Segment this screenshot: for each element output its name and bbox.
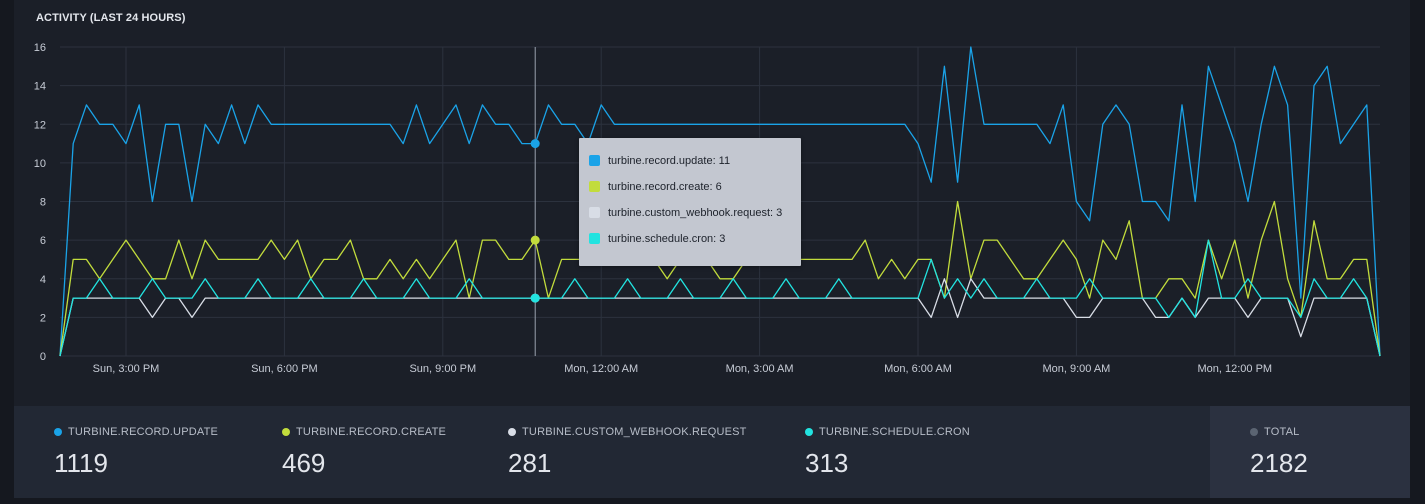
y-tick-label: 2 <box>40 312 46 324</box>
x-tick-label: Mon, 6:00 AM <box>884 363 952 375</box>
stat-create-value: 469 <box>282 448 326 478</box>
total-box: TOTAL 2182 <box>1210 406 1410 498</box>
stat-total-label: TOTAL <box>1250 426 1299 438</box>
activity-line-chart[interactable]: 0 2 4 6 8 10 12 14 16 Sun, 3:00 PM Sun, 6:00 PM Sun… <box>14 0 1410 406</box>
stat-cron-value: 313 <box>805 448 849 478</box>
tooltip-row-create: turbine.record.create: 6 <box>589 181 722 193</box>
y-tick-label: 14 <box>34 81 46 93</box>
tooltip-label-cron: turbine.schedule.cron: 3 <box>608 233 726 245</box>
swatch-webhook-icon <box>589 207 600 218</box>
activity-panel: ACTIVITY (LAST 24 HOURS) 0 2 4 6 8 10 12 14 16 Su… <box>14 0 1410 406</box>
stat-update-label-text: TURBINE.RECORD.UPDATE <box>68 426 219 438</box>
tooltip-row-webhook: turbine.custom_webhook.request: 3 <box>589 207 782 219</box>
y-tick-label: 16 <box>34 42 46 54</box>
stat-create-label-text: TURBINE.RECORD.CREATE <box>296 426 447 438</box>
y-tick-label: 10 <box>34 158 46 170</box>
hover-point-turbine.schedule.cron <box>530 293 540 303</box>
x-tick-label: Mon, 12:00 PM <box>1198 363 1273 375</box>
swatch-update-icon <box>589 155 600 166</box>
stats-footer: TURBINE.RECORD.UPDATE 1119 TURBINE.RECOR… <box>14 406 1410 498</box>
y-tick-label: 8 <box>40 197 46 209</box>
stat-total-value: 2182 <box>1250 448 1308 478</box>
panel-title: ACTIVITY (LAST 24 HOURS) <box>36 12 186 24</box>
y-tick-label: 6 <box>40 235 46 247</box>
y-tick-label: 12 <box>34 119 46 131</box>
chart-tooltip: turbine.record.update: 11 turbine.record… <box>579 138 801 266</box>
tooltip-row-update: turbine.record.update: 11 <box>589 155 730 167</box>
x-tick-label: Mon, 3:00 AM <box>726 363 794 375</box>
dot-webhook-icon <box>508 428 516 436</box>
stat-create-label: TURBINE.RECORD.CREATE <box>282 426 446 438</box>
series-line-turbine.record.create[interactable] <box>59 200 1381 357</box>
stat-webhook-label: TURBINE.CUSTOM_WEBHOOK.REQUEST <box>508 426 747 438</box>
x-tick-label: Sun, 6:00 PM <box>251 363 318 375</box>
swatch-cron-icon <box>589 233 600 244</box>
stat-update-value: 1119 <box>54 448 108 478</box>
series-line-turbine.schedule.cron[interactable] <box>59 239 1381 357</box>
tooltip-label-webhook: turbine.custom_webhook.request: 3 <box>608 207 783 219</box>
y-tick-label: 4 <box>40 274 46 286</box>
y-tick-label: 0 <box>40 351 46 363</box>
tooltip-label-update: turbine.record.update: 11 <box>608 155 731 167</box>
dot-create-icon <box>282 428 290 436</box>
series-line-turbine.record.update[interactable] <box>59 46 1381 357</box>
stat-cron-label-text: TURBINE.SCHEDULE.CRON <box>819 426 970 438</box>
x-tick-label: Mon, 9:00 AM <box>1042 363 1110 375</box>
stat-cron-label: TURBINE.SCHEDULE.CRON <box>805 426 970 438</box>
dot-update-icon <box>54 428 62 436</box>
x-tick-label: Sun, 3:00 PM <box>93 363 160 375</box>
stat-webhook-label-text: TURBINE.CUSTOM_WEBHOOK.REQUEST <box>522 426 747 438</box>
hover-point-turbine.record.update <box>530 139 540 149</box>
hover-point-turbine.record.create <box>530 235 540 245</box>
tooltip-row-cron: turbine.schedule.cron: 3 <box>589 233 725 245</box>
dot-cron-icon <box>805 428 813 436</box>
dot-total-icon <box>1250 428 1258 436</box>
stat-update-label: TURBINE.RECORD.UPDATE <box>54 426 218 438</box>
swatch-create-icon <box>589 181 600 192</box>
x-tick-label: Mon, 12:00 AM <box>564 363 638 375</box>
stat-total-label-text: TOTAL <box>1264 426 1300 438</box>
stat-webhook-value: 281 <box>508 448 552 478</box>
tooltip-label-create: turbine.record.create: 6 <box>608 181 722 193</box>
x-tick-label: Sun, 9:00 PM <box>409 363 476 375</box>
